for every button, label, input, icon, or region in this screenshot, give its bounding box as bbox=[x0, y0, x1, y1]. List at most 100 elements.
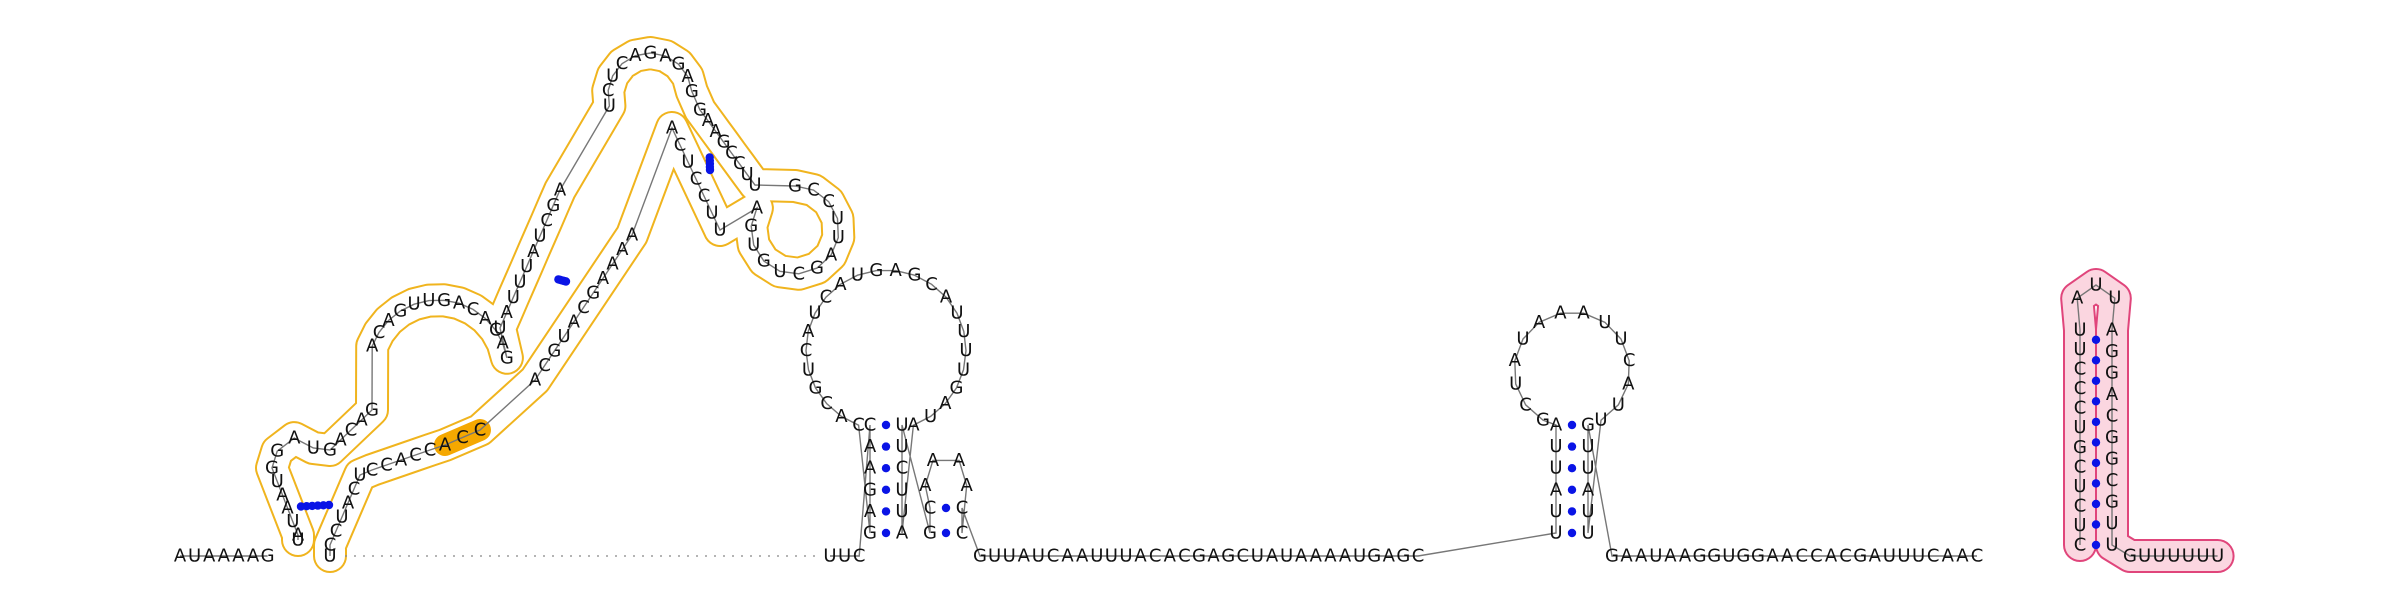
linker-nucleotide: G bbox=[1736, 546, 1750, 567]
pink-domain-nucleotide: U bbox=[2138, 546, 2151, 567]
yellow-domain-nucleotide: A bbox=[453, 293, 466, 314]
linker-nucleotide: C bbox=[1047, 546, 1060, 567]
yellow-domain-nucleotide: U bbox=[520, 256, 533, 277]
yellow-domain-nucleotide: U bbox=[513, 272, 526, 293]
middle-loop-nucleotide: A bbox=[890, 260, 903, 281]
linker-nucleotide: A bbox=[1018, 546, 1031, 567]
middle-loop-nucleotide: A bbox=[907, 415, 920, 436]
linker-nucleotide: A bbox=[1383, 546, 1396, 567]
yellow-domain-nucleotide: A bbox=[710, 121, 723, 142]
pink-domain-nucleotide: U bbox=[2073, 515, 2086, 536]
left-tail-nucleotide: U bbox=[188, 546, 201, 567]
pink-domain-nucleotide: U bbox=[2211, 546, 2224, 567]
pink-domain-nucleotide: C bbox=[2106, 470, 2119, 491]
linker-nucleotide: C bbox=[1796, 546, 1809, 567]
yellow-domain-nucleotide: U bbox=[408, 294, 421, 315]
base-pair-dot bbox=[2091, 376, 2101, 385]
yellow-domain-nucleotide: A bbox=[702, 110, 715, 131]
yellow-domain-nucleotide: U bbox=[335, 507, 348, 528]
right-loop-nucleotide: U bbox=[1594, 410, 1607, 431]
linker-nucleotide: C bbox=[853, 546, 866, 567]
yellow-accent-nucleotide: A bbox=[439, 435, 452, 456]
yellow-domain-nucleotide: U bbox=[307, 438, 320, 459]
left-tail-nucleotide: G bbox=[261, 546, 275, 567]
pink-domain-nucleotide: A bbox=[2106, 320, 2119, 341]
right-stem-nucleotide: U bbox=[1549, 436, 1562, 457]
yellow-domain-nucleotide: A bbox=[276, 484, 289, 505]
middle-stem-nucleotide: A bbox=[864, 501, 877, 522]
linker-nucleotide: G bbox=[1693, 546, 1707, 567]
base-pair-dot bbox=[881, 507, 891, 516]
yellow-domain-nucleotide: U bbox=[323, 546, 336, 567]
base-pair-dot bbox=[881, 485, 891, 494]
yellow-domain-nucleotide: G bbox=[546, 195, 560, 216]
base-pair-dot bbox=[881, 528, 891, 538]
yellow-domain-nucleotide: A bbox=[659, 46, 672, 67]
small-stem-nucleotide: C bbox=[956, 498, 969, 519]
yellow-domain-nucleotide: G bbox=[323, 440, 337, 461]
right-stem-nucleotide: A bbox=[1582, 479, 1595, 500]
middle-stem-nucleotide: G bbox=[863, 523, 877, 544]
pink-domain-nucleotide: C bbox=[2074, 398, 2087, 419]
right-stem-nucleotide: U bbox=[1581, 523, 1594, 544]
middle-stem-nucleotide: U bbox=[895, 501, 908, 522]
middle-loop-nucleotide: A bbox=[834, 274, 847, 295]
right-loop-nucleotide: U bbox=[1516, 329, 1529, 350]
pink-domain-nucleotide: U bbox=[2196, 546, 2209, 567]
linker-nucleotide: U bbox=[1119, 546, 1132, 567]
pink-domain-nucleotide: U bbox=[2073, 417, 2086, 438]
middle-loop-nucleotide: U bbox=[851, 265, 864, 286]
yellow-domain-nucleotide: A bbox=[751, 198, 764, 219]
base-pair-dot bbox=[2091, 335, 2101, 344]
yellow-domain-nucleotide: U bbox=[713, 220, 726, 241]
yellow-domain-nucleotide: U bbox=[832, 227, 845, 248]
right-stem-nucleotide: U bbox=[1549, 523, 1562, 544]
yellow-domain-nucleotide: U bbox=[271, 471, 284, 492]
linker-nucleotide: G bbox=[1605, 546, 1619, 567]
base-pair-dot bbox=[2091, 520, 2101, 529]
yellow-domain-nucleotide: A bbox=[568, 312, 581, 333]
yellow-domain-nucleotide: C bbox=[733, 153, 746, 174]
right-loop-nucleotide: A bbox=[1509, 350, 1522, 371]
middle-loop-nucleotide: C bbox=[852, 415, 865, 436]
left-tail-nucleotide: A bbox=[232, 546, 245, 567]
yellow-domain-nucleotide: A bbox=[626, 225, 639, 246]
right-loop-nucleotide: U bbox=[1509, 373, 1522, 394]
yellow-domain-nucleotide: A bbox=[527, 241, 540, 262]
linker-nucleotide: U bbox=[1251, 546, 1264, 567]
yellow-domain-nucleotide: U bbox=[507, 287, 520, 308]
yellow-domain-nucleotide: G bbox=[270, 441, 284, 462]
linker-nucleotide: C bbox=[1810, 546, 1823, 567]
yellow-domain-nucleotide: G bbox=[685, 81, 699, 102]
right-loop-nucleotide: A bbox=[1533, 312, 1546, 333]
middle-stem-nucleotide: C bbox=[864, 415, 877, 436]
yellow-domain-nucleotide: C bbox=[467, 299, 480, 320]
yellow-domain-nucleotide: G bbox=[265, 458, 279, 479]
linker-nucleotide: A bbox=[1324, 546, 1337, 567]
pink-domain-nucleotide: A bbox=[2071, 288, 2084, 309]
base-pair-dot bbox=[296, 502, 306, 511]
middle-loop-nucleotide: C bbox=[925, 274, 938, 295]
yellow-domain-nucleotide: C bbox=[324, 535, 337, 556]
pink-domain-nucleotide: G bbox=[2105, 492, 2119, 513]
yellow-domain-nucleotide: C bbox=[793, 263, 806, 284]
linker-nucleotide: C bbox=[1839, 546, 1852, 567]
yellow-domain-nucleotide: A bbox=[501, 302, 514, 323]
yellow-domain-nucleotide: C bbox=[602, 80, 615, 101]
linker-nucleotide: C bbox=[1412, 546, 1425, 567]
yellow-domain-nucleotide: G bbox=[672, 54, 686, 75]
middle-loop-nucleotide: U bbox=[959, 340, 972, 361]
yellow-domain-nucleotide: A bbox=[342, 493, 355, 514]
yellow-domain-nucleotide: U bbox=[286, 511, 299, 532]
pink-domain-nucleotide: G bbox=[2105, 341, 2119, 362]
base-pair-dot bbox=[1567, 507, 1577, 516]
right-stem-nucleotide: U bbox=[1581, 458, 1594, 479]
yellow-domain-nucleotide: C bbox=[424, 440, 437, 461]
right-loop-nucleotide: G bbox=[1536, 410, 1550, 431]
linker-nucleotide: U bbox=[1032, 546, 1045, 567]
small-stem-nucleotide: C bbox=[924, 498, 937, 519]
pink-domain-nucleotide: G bbox=[2105, 449, 2119, 470]
yellow-domain-nucleotide: A bbox=[629, 45, 642, 66]
